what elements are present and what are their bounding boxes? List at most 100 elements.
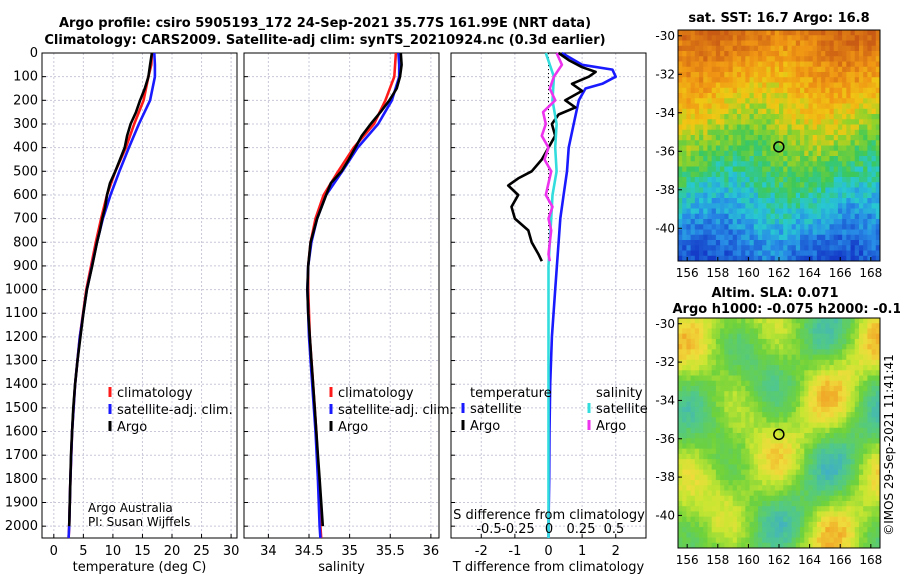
x-tick-label-top: -0.5 bbox=[476, 522, 501, 537]
chart-title-line1: Argo profile: csiro 5905193_172 24-Sep-2… bbox=[58, 16, 592, 31]
map-x-tick-label: 162 bbox=[768, 266, 791, 280]
map-y-tick-label: -32 bbox=[655, 67, 675, 81]
map-x-tick-label: 160 bbox=[737, 266, 760, 280]
y-tick-label: 900 bbox=[13, 259, 38, 274]
series-line-climatology bbox=[306, 52, 398, 539]
map-y-tick-label: -34 bbox=[655, 106, 675, 120]
map-x-tick-label: 158 bbox=[706, 266, 729, 280]
legend-label: satellite bbox=[596, 402, 648, 417]
map-y-tick-label: -36 bbox=[655, 144, 675, 158]
credit-pi: PI: Susan Wijffels bbox=[88, 515, 191, 529]
y-tick-label: 800 bbox=[13, 235, 38, 250]
x-tick-label: 2 bbox=[612, 544, 620, 559]
map-x-tick-label: 166 bbox=[829, 266, 852, 280]
x-axis-label: salinity bbox=[318, 560, 365, 575]
y-tick-label: 200 bbox=[13, 93, 38, 108]
x-tick-label-top: 0.25 bbox=[567, 522, 596, 537]
y-tick-label: 1400 bbox=[5, 377, 38, 392]
x-tick-label: 25 bbox=[193, 544, 210, 559]
legend-label: satellite bbox=[470, 402, 522, 417]
map-x-tick-label: 164 bbox=[798, 266, 821, 280]
y-tick-label: 1200 bbox=[5, 330, 38, 345]
x-tick-label: 34 bbox=[260, 544, 277, 559]
series-line-argo bbox=[306, 52, 403, 527]
legend-header-temperature: temperature bbox=[470, 386, 552, 401]
map-title-sst: sat. SST: 16.7 Argo: 16.8 bbox=[688, 11, 869, 26]
map-x-tick-label: 160 bbox=[737, 553, 760, 567]
plot-frame bbox=[243, 52, 440, 539]
map-y-tick-label: -32 bbox=[655, 355, 675, 369]
x-tick-label: 1 bbox=[578, 544, 586, 559]
x-tick-label: 34.5 bbox=[295, 544, 324, 559]
legend-label: climatology bbox=[338, 386, 414, 401]
map-sla-map bbox=[678, 318, 881, 549]
x-tick-label: 35.5 bbox=[376, 544, 405, 559]
x-axis-label: T difference from climatology bbox=[452, 560, 645, 575]
y-tick-label: 1900 bbox=[5, 496, 38, 511]
y-tick-label: 2000 bbox=[5, 519, 38, 534]
plot-frame bbox=[41, 52, 238, 539]
x-tick-label: -1 bbox=[508, 544, 521, 559]
x-axis-label: temperature (deg C) bbox=[73, 560, 207, 575]
x-tick-label: 15 bbox=[134, 544, 151, 559]
map-y-tick-label: -40 bbox=[655, 508, 675, 522]
y-tick-label: 1600 bbox=[5, 425, 38, 440]
credit-institution: Argo Australia bbox=[88, 501, 173, 515]
y-tick-label: 1500 bbox=[5, 401, 38, 416]
map-y-tick-label: -34 bbox=[655, 393, 675, 407]
legend-label: Argo bbox=[596, 419, 626, 434]
legend-label: satellite-adj. clim. bbox=[117, 403, 233, 418]
x-tick-label: 0 bbox=[50, 544, 58, 559]
map-y-tick-label: -30 bbox=[655, 29, 675, 43]
y-tick-label: 1700 bbox=[5, 448, 38, 463]
map-y-tick-label: -40 bbox=[655, 221, 675, 235]
x-tick-label: 0 bbox=[544, 544, 552, 559]
legend-header-salinity: salinity bbox=[596, 386, 643, 401]
series-line-satellite-adj-clim- bbox=[306, 52, 401, 539]
legend-label: Argo bbox=[117, 420, 147, 435]
map-title-sla: Altim. SLA: 0.071 bbox=[712, 286, 839, 301]
x-tick-label: 5 bbox=[79, 544, 87, 559]
y-tick-label: 400 bbox=[13, 141, 38, 156]
x-tick-label-top: -0.25 bbox=[501, 522, 535, 537]
legend-label: Argo bbox=[470, 419, 500, 434]
x-tick-label: 35 bbox=[341, 544, 358, 559]
map-y-tick-label: -36 bbox=[655, 432, 675, 446]
x-axis-label-top: S difference from climatology bbox=[453, 508, 645, 523]
map-x-tick-label: 162 bbox=[768, 553, 791, 567]
map-x-tick-label: 166 bbox=[829, 553, 852, 567]
map-y-tick-label: -38 bbox=[655, 183, 675, 197]
argo-float-marker bbox=[773, 141, 785, 153]
x-tick-label-top: 0 bbox=[545, 522, 553, 537]
imos-watermark: ©IMOS 29-Sep-2021 11:41:41 bbox=[882, 354, 896, 536]
y-tick-label: 1300 bbox=[5, 354, 38, 369]
series-line-temperature-argo bbox=[506, 51, 597, 262]
legend-label: satellite-adj. clim. bbox=[338, 403, 454, 418]
series-line-salinity-argo bbox=[540, 52, 564, 262]
y-tick-label: 700 bbox=[13, 212, 38, 227]
y-tick-label: 300 bbox=[13, 117, 38, 132]
chart-title-line2: Climatology: CARS2009. Satellite-adj cli… bbox=[44, 33, 606, 48]
map-y-tick-label: -30 bbox=[655, 317, 675, 331]
x-tick-label: 20 bbox=[164, 544, 181, 559]
argo-float-marker bbox=[773, 428, 785, 441]
map-x-tick-label: 156 bbox=[676, 553, 699, 567]
map-x-tick-label: 168 bbox=[859, 553, 882, 567]
y-tick-label: 100 bbox=[13, 70, 38, 85]
y-tick-label: 1100 bbox=[5, 306, 38, 321]
y-tick-label: 600 bbox=[13, 188, 38, 203]
legend-label: climatology bbox=[117, 386, 193, 401]
x-tick-label: 10 bbox=[105, 544, 122, 559]
map-x-tick-label: 156 bbox=[676, 266, 699, 280]
y-tick-label: 0 bbox=[30, 46, 38, 61]
x-tick-label: -2 bbox=[475, 544, 488, 559]
map-y-tick-label: -38 bbox=[655, 470, 675, 484]
map-subtitle-sla: Argo h1000: -0.075 h2000: -0.1 bbox=[672, 302, 900, 317]
y-tick-label: 500 bbox=[13, 164, 38, 179]
x-tick-label: 30 bbox=[223, 544, 240, 559]
x-tick-label-top: 0.5 bbox=[604, 522, 625, 537]
map-x-tick-label: 168 bbox=[859, 266, 882, 280]
map-x-tick-label: 158 bbox=[706, 553, 729, 567]
y-tick-label: 1800 bbox=[5, 472, 38, 487]
